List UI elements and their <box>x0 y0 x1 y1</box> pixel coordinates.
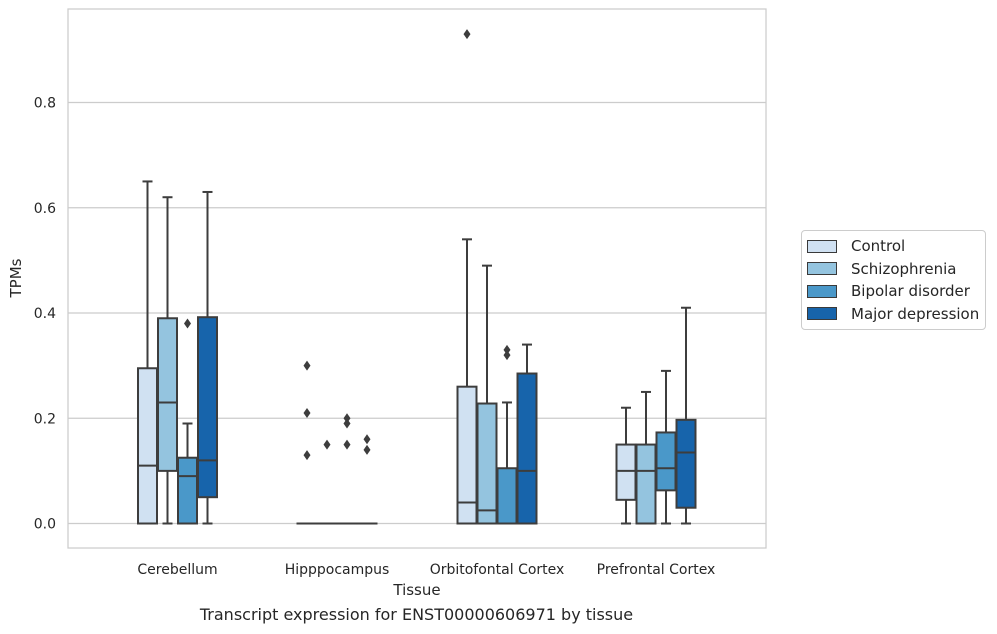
outlier-point <box>463 29 471 40</box>
box-iqr <box>635 443 657 525</box>
box-bipolar-disorder <box>496 344 518 525</box>
box-schizophrenia <box>157 196 178 525</box>
legend-label: Major depression <box>851 304 980 323</box>
legend-label: Control <box>851 237 906 256</box>
box-control <box>456 29 478 525</box>
outlier-point <box>363 434 371 445</box>
box-major-depression <box>675 306 697 525</box>
y-tick-label: 0.4 <box>34 306 56 322</box>
box-iqr <box>197 316 218 499</box>
legend-item: Control <box>802 235 985 258</box>
x-tick-label: Orbitofontal Cortex <box>430 562 565 578</box>
outlier-point <box>503 344 511 355</box>
legend-item: Bipolar disorder <box>802 280 985 303</box>
box-major-depression <box>516 343 538 525</box>
legend-item: Major depression <box>802 303 985 326</box>
outlier-point <box>303 407 311 418</box>
box-control <box>137 180 158 525</box>
y-tick-label: 0.2 <box>34 411 56 427</box>
box-iqr <box>516 372 538 525</box>
outlier-point <box>323 439 331 450</box>
legend-swatch <box>807 239 837 253</box>
legend-item: Schizophrenia <box>802 258 985 281</box>
legend-swatch <box>807 284 837 298</box>
legend-swatch <box>807 307 837 321</box>
x-tick-label: Cerebellum <box>137 562 217 578</box>
outlier-point <box>184 318 191 329</box>
y-tick-label: 0.6 <box>34 201 56 217</box>
box-schizophrenia <box>476 264 498 525</box>
box-iqr <box>615 443 637 501</box>
box-control <box>615 406 637 525</box>
x-tick-label: Prefrontal Cortex <box>597 562 716 578</box>
plot-frame <box>67 8 767 549</box>
y-tick-label: 0.8 <box>34 96 56 112</box>
legend-swatch <box>807 262 837 276</box>
outlier-point <box>363 444 371 455</box>
outlier-point <box>303 450 311 461</box>
box-iqr <box>177 456 198 525</box>
box-major-depression <box>356 434 378 525</box>
x-axis-label: Tissue <box>392 581 440 599</box>
outlier-point <box>343 413 351 424</box>
box-iqr <box>476 402 498 525</box>
y-axis-label: TPMs <box>7 258 25 298</box>
chart-caption: Transcript expression for ENST0000060697… <box>199 605 634 624</box>
y-tick-label: 0.0 <box>34 517 56 533</box>
outlier-point <box>303 360 311 371</box>
x-tick-label: Hipppocampus <box>285 562 390 578</box>
y-tick-labels: 0.0 0.2 0.4 0.6 0.8 <box>34 96 56 533</box>
boxes-group <box>137 29 697 525</box>
legend-label: Schizophrenia <box>851 259 957 278</box>
box-iqr <box>675 418 697 509</box>
outlier-point <box>343 439 351 450</box>
box-major-depression <box>197 190 218 525</box>
legend-label: Bipolar disorder <box>851 282 970 301</box>
box-iqr <box>157 317 178 472</box>
outlier-point <box>343 418 351 429</box>
outlier-point <box>503 350 511 361</box>
box-iqr <box>496 467 518 525</box>
box-iqr <box>655 431 677 492</box>
box-iqr <box>137 367 158 525</box>
x-tick-labels: Cerebellum Hipppocampus Orbitofontal Corte… <box>137 562 715 578</box>
box-control <box>296 360 318 525</box>
legend: Control Schizophrenia Bipolar disorder Majo… <box>801 230 986 330</box>
